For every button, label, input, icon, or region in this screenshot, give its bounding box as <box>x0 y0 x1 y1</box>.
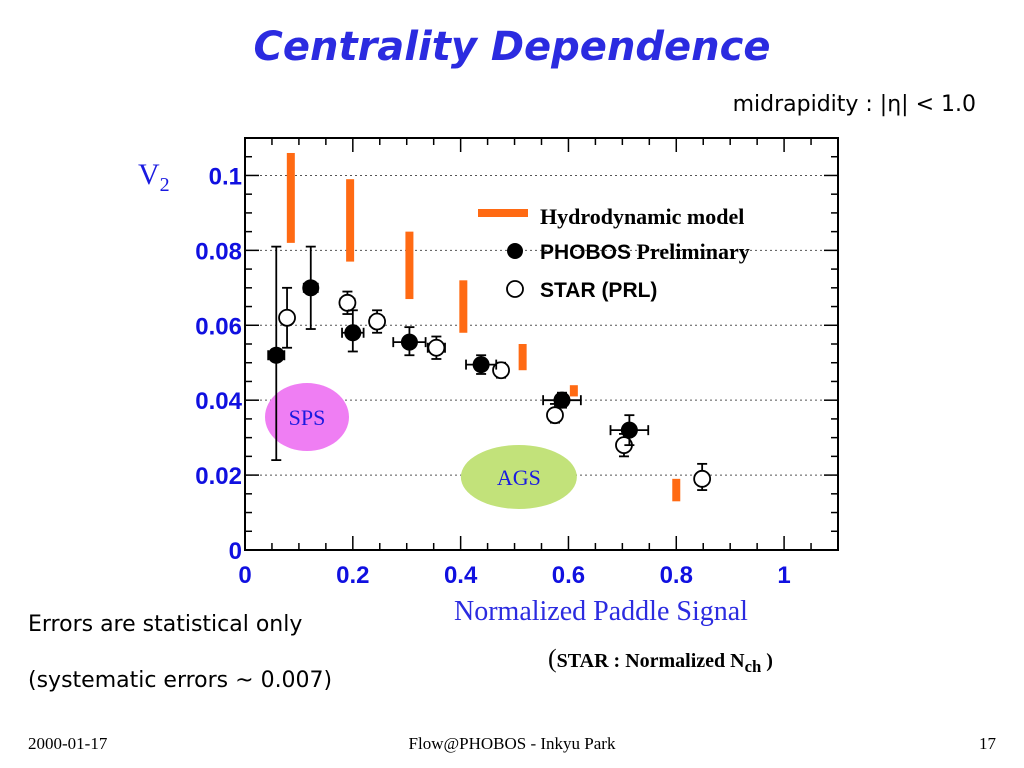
y-tick-label: 0.02 <box>195 463 242 490</box>
star-point <box>546 406 564 425</box>
y-axis-label-sub: 2 <box>159 174 170 196</box>
legend-preliminary: Preliminary <box>631 239 750 264</box>
hydro-band <box>346 179 355 262</box>
x-tick-label: 0.6 <box>552 562 585 589</box>
x-tick-label: 0.2 <box>336 562 369 589</box>
y-axis-label: V2 <box>138 158 170 197</box>
hydro-band <box>286 152 295 243</box>
legend-phobos-label: PHOBOS Preliminary <box>540 239 750 264</box>
x-sub-close: ) <box>761 650 773 672</box>
footer-date: 2000-01-17 <box>28 734 108 753</box>
x-sub-text: STAR : Normalized N <box>556 650 745 672</box>
subtitle-midrapidity: midrapidity : |η| < 1.0 <box>732 92 976 117</box>
phobos-point <box>302 279 320 297</box>
annotation-ags-ellipse <box>460 444 577 509</box>
note-errors: Errors are statistical only <box>28 612 303 637</box>
x-sub-ch: ch <box>744 657 762 676</box>
star-series <box>278 286 712 491</box>
annotation-ags-label: AGS <box>497 465 541 490</box>
legend-hydro-label: Hydrodynamic model <box>540 204 744 229</box>
hydro-band <box>672 478 681 502</box>
x-axis-sublabel: (STAR : Normalized Nch ) <box>548 644 773 677</box>
x-tick-label: 0.8 <box>660 562 693 589</box>
x-tick-label: 0 <box>238 562 251 589</box>
y-tick-label: 0.1 <box>209 163 242 190</box>
legend-phobos-marker <box>507 243 523 259</box>
star-point <box>338 293 357 312</box>
phobos-series <box>267 245 650 462</box>
star-point <box>693 469 712 488</box>
legend: Hydrodynamic model PHOBOS Preliminary ST… <box>478 204 750 302</box>
hydro-band <box>569 385 578 397</box>
x-sub-open: ( <box>548 644 557 673</box>
x-axis-label: Normalized Paddle Signal <box>454 596 748 627</box>
x-tick-label: 1 <box>777 562 790 589</box>
annotation-sps-label: SPS <box>289 405 326 430</box>
legend-hydro-swatch <box>478 209 528 217</box>
legend-phobos-name: PHOBOS <box>540 241 631 264</box>
hydro-band <box>518 344 527 371</box>
footer-center: Flow@PHOBOS - Inkyu Park <box>408 734 616 753</box>
tick-labels: 0 0.02 0.04 0.06 0.08 0.1 0 0.2 0.4 0.6 0.8 1 <box>195 163 790 589</box>
phobos-point <box>344 324 362 342</box>
x-tick-label: 0.4 <box>444 562 478 589</box>
star-point <box>368 312 386 331</box>
star-point <box>427 338 446 357</box>
annotation-sps-ellipse <box>264 383 349 452</box>
y-tick-label: 0.04 <box>195 388 242 415</box>
y-tick-label: 0 <box>229 538 242 565</box>
phobos-point <box>620 421 638 439</box>
phobos-point <box>400 333 418 351</box>
y-axis-label-main: V <box>138 158 160 191</box>
legend-star-marker <box>506 280 524 298</box>
hydro-band <box>405 231 414 300</box>
annotation-ellipses: SPS AGS <box>264 383 577 509</box>
phobos-point <box>472 356 490 374</box>
slide-title: Centrality Dependence <box>253 24 771 70</box>
y-tick-label: 0.06 <box>195 313 242 340</box>
footer-page: 17 <box>979 734 996 753</box>
note-systematic: (systematic errors ~ 0.007) <box>28 668 333 693</box>
axis-ticks <box>244 137 839 551</box>
legend-star-label: STAR (PRL) <box>540 279 657 302</box>
phobos-point <box>553 391 571 409</box>
phobos-point <box>267 346 285 364</box>
star-point <box>278 308 296 327</box>
y-tick-label: 0.08 <box>195 238 242 265</box>
hydro-band <box>459 280 468 333</box>
hydro-series <box>286 152 681 502</box>
